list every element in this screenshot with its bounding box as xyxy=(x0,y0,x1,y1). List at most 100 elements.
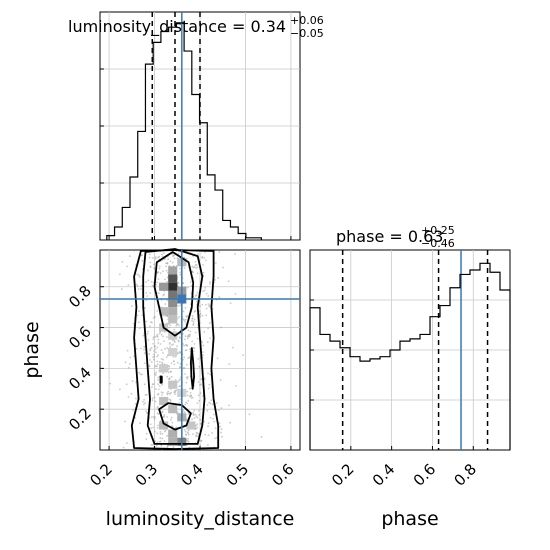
sample-point xyxy=(196,426,199,429)
sample-point xyxy=(170,419,172,421)
sample-point xyxy=(209,416,212,419)
sample-point xyxy=(167,378,170,380)
sample-point xyxy=(156,365,158,368)
sample-point xyxy=(197,381,200,384)
x-tick-label: 0.8 xyxy=(450,460,480,490)
sample-point xyxy=(183,344,185,347)
sample-point xyxy=(151,386,153,388)
sample-point xyxy=(145,438,148,440)
sample-point xyxy=(175,389,178,392)
sample-point xyxy=(203,330,206,333)
sample-point xyxy=(170,416,173,419)
sample-point xyxy=(206,444,209,446)
sample-point xyxy=(203,257,206,259)
sample-point xyxy=(198,413,200,416)
sample-point xyxy=(199,312,202,315)
sample-point xyxy=(186,344,188,346)
sample-point xyxy=(182,343,184,345)
x-tick-label: 0.4 xyxy=(177,460,207,490)
sample-point xyxy=(176,323,179,326)
sample-point xyxy=(120,288,123,290)
sample-point xyxy=(197,358,200,360)
luminosity-distance-title-upper: +0.06 xyxy=(290,14,324,27)
sample-point xyxy=(145,393,148,396)
sample-point xyxy=(194,435,197,438)
sample-point xyxy=(156,272,159,274)
truth-marker xyxy=(177,294,187,304)
sample-point xyxy=(199,305,201,307)
sample-point xyxy=(163,440,166,442)
sample-point xyxy=(187,441,190,443)
luminosity-distance-title-lower: −0.05 xyxy=(290,27,324,40)
sample-point xyxy=(211,403,214,406)
sample-point xyxy=(231,346,234,349)
sample-point xyxy=(150,280,153,283)
sample-point xyxy=(191,319,193,322)
sample-point xyxy=(140,287,142,290)
sample-point xyxy=(138,275,141,278)
sample-point xyxy=(218,296,221,299)
sample-point xyxy=(190,397,193,399)
sample-point xyxy=(157,378,160,381)
sample-point xyxy=(162,270,164,273)
sample-point xyxy=(138,310,140,312)
x-tick-label: 0.2 xyxy=(86,460,116,490)
sample-point xyxy=(160,391,163,394)
sample-point xyxy=(170,375,173,378)
sample-point xyxy=(186,337,189,340)
sample-point xyxy=(146,332,149,335)
sample-point xyxy=(154,257,157,260)
sample-point xyxy=(151,284,154,287)
sample-point xyxy=(242,354,244,357)
sample-point xyxy=(201,314,204,317)
sample-point xyxy=(197,409,200,412)
sample-point xyxy=(194,295,197,297)
sample-point xyxy=(198,365,201,368)
sample-point xyxy=(148,256,151,259)
sample-point xyxy=(190,387,193,390)
sample-point xyxy=(160,444,163,447)
sample-point xyxy=(157,405,159,408)
sample-point xyxy=(166,261,169,264)
sample-point xyxy=(166,347,169,349)
sample-point xyxy=(191,340,194,343)
sample-point xyxy=(187,399,190,402)
sample-point xyxy=(169,324,172,327)
sample-point xyxy=(157,392,160,395)
sample-point xyxy=(191,270,194,273)
sample-point xyxy=(142,403,145,406)
sample-point xyxy=(182,409,185,412)
sample-point xyxy=(217,277,220,279)
sample-point xyxy=(162,352,164,354)
sample-point xyxy=(177,281,180,284)
sample-point xyxy=(185,349,188,351)
sample-point xyxy=(176,345,178,348)
sample-point xyxy=(169,392,171,395)
sample-point xyxy=(196,337,199,340)
sample-point xyxy=(234,293,237,295)
sample-point xyxy=(218,251,221,254)
sample-point xyxy=(177,282,179,285)
sample-point xyxy=(188,387,191,390)
sample-point xyxy=(192,350,195,352)
sample-point xyxy=(166,315,169,318)
sample-point xyxy=(179,378,181,381)
sample-point xyxy=(196,416,199,419)
sample-point xyxy=(177,381,179,383)
sample-point xyxy=(196,432,199,434)
sample-point xyxy=(149,359,151,361)
sample-point xyxy=(182,318,185,321)
density-cell xyxy=(168,266,178,275)
sample-point xyxy=(169,260,172,263)
panel-luminosity-distance-hist xyxy=(99,11,301,241)
sample-point xyxy=(187,432,190,435)
sample-point xyxy=(186,440,189,442)
sample-point xyxy=(192,324,195,326)
sample-point xyxy=(154,365,156,368)
sample-point xyxy=(168,343,171,345)
sample-point xyxy=(185,418,188,420)
sample-point xyxy=(187,429,190,432)
density-cell xyxy=(168,274,178,283)
sample-point xyxy=(184,320,187,323)
x-tick-label: 0.3 xyxy=(132,460,162,490)
